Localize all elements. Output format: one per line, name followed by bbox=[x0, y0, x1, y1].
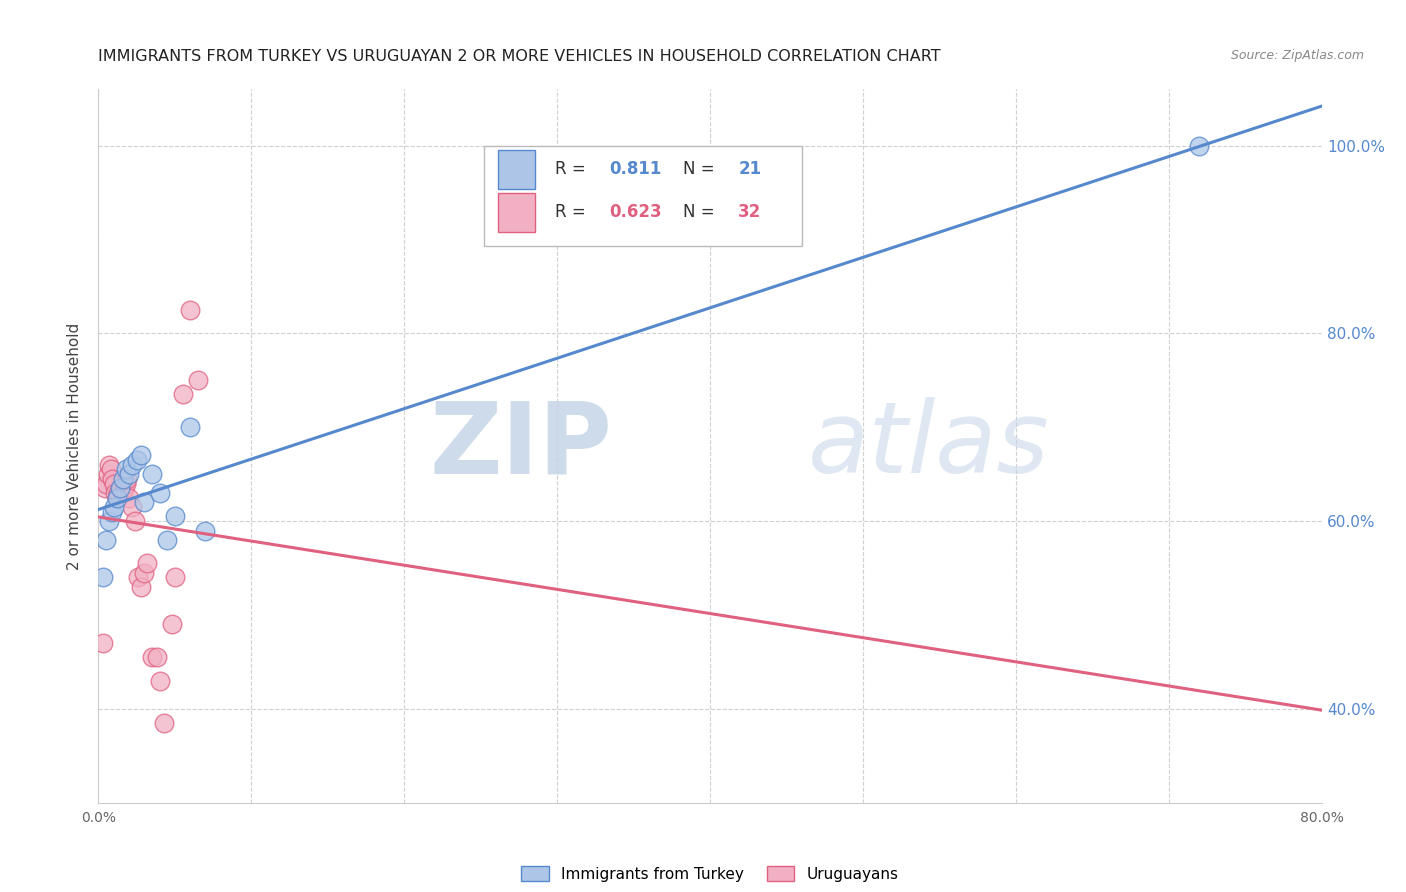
Point bbox=[194, 524, 217, 538]
Point bbox=[111, 472, 134, 486]
Point bbox=[1188, 138, 1211, 153]
Point bbox=[94, 533, 117, 547]
Point bbox=[129, 449, 152, 463]
Text: N =: N = bbox=[683, 203, 720, 221]
Point bbox=[91, 570, 114, 584]
Point bbox=[125, 453, 148, 467]
Point bbox=[163, 509, 186, 524]
Point bbox=[110, 481, 132, 495]
Point bbox=[136, 557, 159, 571]
Point bbox=[105, 491, 128, 505]
Point bbox=[108, 481, 131, 495]
Point bbox=[98, 458, 121, 472]
Point bbox=[112, 481, 135, 495]
Point bbox=[149, 486, 172, 500]
Point bbox=[117, 472, 139, 486]
Text: 0.811: 0.811 bbox=[610, 161, 662, 178]
Legend: Immigrants from Turkey, Uruguayans: Immigrants from Turkey, Uruguayans bbox=[516, 860, 904, 888]
Text: atlas: atlas bbox=[808, 398, 1049, 494]
Point bbox=[124, 514, 146, 528]
Point bbox=[111, 486, 134, 500]
Point bbox=[134, 495, 156, 509]
Point bbox=[91, 636, 114, 650]
Point bbox=[156, 533, 179, 547]
Point bbox=[103, 476, 125, 491]
Point bbox=[172, 387, 194, 401]
Point bbox=[179, 302, 201, 317]
Point bbox=[163, 570, 186, 584]
Point bbox=[105, 491, 128, 505]
Point bbox=[118, 491, 141, 505]
Text: ZIP: ZIP bbox=[429, 398, 612, 494]
Point bbox=[129, 580, 152, 594]
Text: IMMIGRANTS FROM TURKEY VS URUGUAYAN 2 OR MORE VEHICLES IN HOUSEHOLD CORRELATION : IMMIGRANTS FROM TURKEY VS URUGUAYAN 2 OR… bbox=[98, 49, 941, 64]
Point bbox=[127, 570, 149, 584]
Point bbox=[121, 458, 143, 472]
Point bbox=[94, 476, 117, 491]
Text: N =: N = bbox=[683, 161, 720, 178]
Point bbox=[153, 716, 176, 731]
Point bbox=[100, 462, 122, 476]
Point bbox=[134, 566, 156, 580]
Text: 32: 32 bbox=[738, 203, 762, 221]
Point bbox=[149, 673, 172, 688]
FancyBboxPatch shape bbox=[498, 193, 536, 232]
Point bbox=[160, 617, 183, 632]
Text: Source: ZipAtlas.com: Source: ZipAtlas.com bbox=[1230, 49, 1364, 62]
Point bbox=[107, 486, 129, 500]
Point bbox=[98, 514, 121, 528]
Point bbox=[101, 472, 124, 486]
FancyBboxPatch shape bbox=[498, 150, 536, 189]
Text: R =: R = bbox=[555, 203, 591, 221]
Point bbox=[97, 467, 120, 482]
Point bbox=[121, 500, 143, 514]
Point bbox=[115, 462, 138, 476]
Point bbox=[115, 476, 138, 491]
Point bbox=[145, 650, 167, 665]
Y-axis label: 2 or more Vehicles in Household: 2 or more Vehicles in Household bbox=[67, 322, 83, 570]
FancyBboxPatch shape bbox=[484, 146, 801, 246]
Point bbox=[179, 420, 201, 434]
Point bbox=[141, 650, 163, 665]
Point bbox=[118, 467, 141, 482]
Point bbox=[104, 486, 127, 500]
Point bbox=[187, 373, 209, 387]
Point bbox=[103, 500, 125, 514]
Text: 21: 21 bbox=[738, 161, 761, 178]
Text: 0.623: 0.623 bbox=[610, 203, 662, 221]
Point bbox=[93, 481, 115, 495]
Text: R =: R = bbox=[555, 161, 591, 178]
Point bbox=[141, 467, 163, 482]
Point bbox=[101, 505, 124, 519]
